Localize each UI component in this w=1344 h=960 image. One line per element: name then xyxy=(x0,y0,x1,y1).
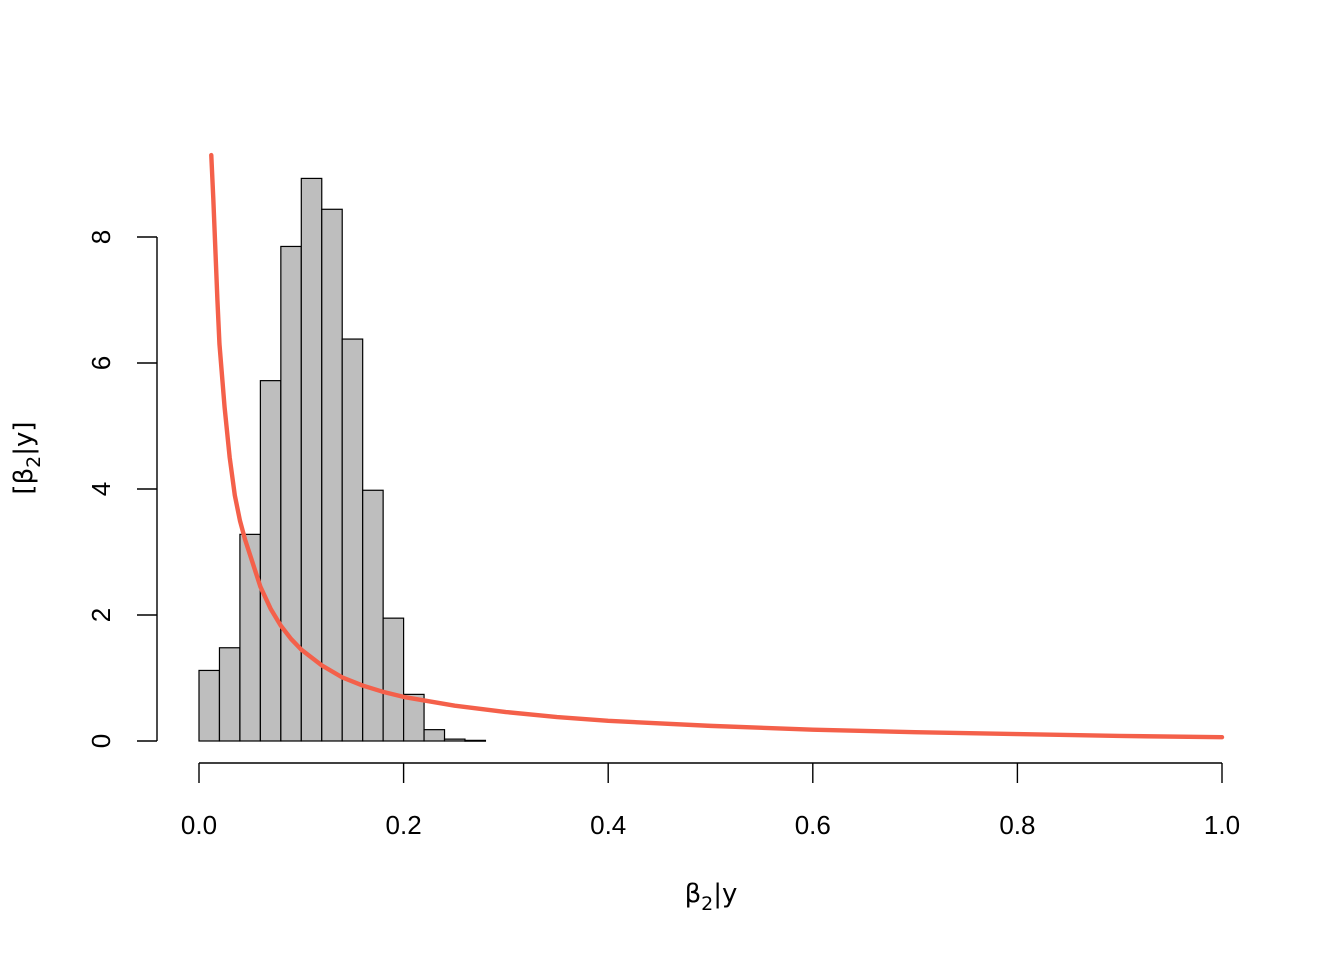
y-axis-title-subscript: 2 xyxy=(23,456,45,468)
x-tick-label: 0.2 xyxy=(386,810,422,840)
histogram-bar xyxy=(382,617,405,742)
histogram-bar xyxy=(198,669,221,742)
histogram-bar xyxy=(403,693,425,742)
x-axis-title-prefix: β xyxy=(685,879,702,909)
x-tick-label: 0.8 xyxy=(999,810,1035,840)
y-tick-label: 0 xyxy=(86,734,116,748)
histogram-bar xyxy=(321,208,343,742)
histogram-bar xyxy=(280,245,302,742)
x-tick-label: 0.0 xyxy=(181,810,217,840)
histogram-bar xyxy=(218,647,241,742)
histogram-bar xyxy=(259,380,282,742)
histogram-bar xyxy=(362,489,384,742)
histogram-bar xyxy=(443,738,466,742)
x-tick-label: 0.4 xyxy=(590,810,626,840)
histogram-bar xyxy=(239,533,261,742)
y-tick-label: 2 xyxy=(86,608,116,622)
y-axis: 0 2 4 6 8 xyxy=(86,230,158,748)
y-tick-label: 4 xyxy=(86,482,116,496)
y-axis-title: [β2|y] xyxy=(9,421,45,494)
y-tick-label: 6 xyxy=(86,356,116,370)
histogram-bar xyxy=(464,739,487,742)
x-tick-label: 0.6 xyxy=(795,810,831,840)
y-tick-label: 8 xyxy=(86,230,116,244)
x-axis-title-subscript: 2 xyxy=(701,893,713,915)
histogram-bar xyxy=(423,729,446,742)
x-axis-title: β2|y xyxy=(685,879,738,915)
y-axis-title-prefix: [β xyxy=(9,468,39,495)
histogram-bars xyxy=(198,177,487,742)
x-axis-title-suffix: |y xyxy=(713,879,737,909)
x-tick-label: 1.0 xyxy=(1204,810,1240,840)
density-curve xyxy=(209,152,1225,740)
x-axis: 0.0 0.2 0.4 0.6 0.8 1.0 xyxy=(181,762,1240,840)
y-axis-title-suffix: |y] xyxy=(9,421,39,455)
